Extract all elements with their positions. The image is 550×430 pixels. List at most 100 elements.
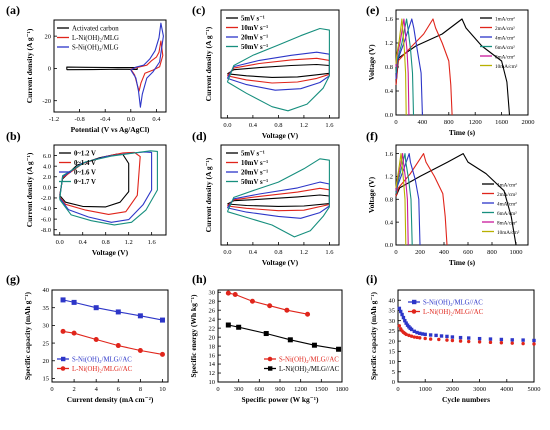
legend-label: S-Ni(OH)₂/MLG//AC	[72, 356, 132, 363]
series-line	[395, 18, 453, 116]
data-point	[71, 299, 77, 305]
x-tick-label: 900	[275, 386, 285, 393]
legend-label: S-Ni(OH)₂/MLG//AC	[279, 356, 339, 363]
series-line	[395, 153, 517, 246]
data-point	[418, 331, 422, 336]
x-tick-label: 300	[234, 386, 244, 393]
data-point	[93, 305, 99, 311]
data-point	[477, 340, 482, 344]
data-point	[399, 309, 403, 314]
data-point	[263, 331, 269, 337]
panel-b: (b) 0.0 0.4 0.8 1.2 1.6 -8.0 -6.0 -4.0 -2.0 0.0 2.0…	[6, 129, 167, 257]
y-tick-label: 14	[209, 361, 216, 368]
x-tick-label: 10	[159, 386, 166, 393]
data-point	[412, 329, 417, 333]
x-tick-label: 0	[394, 249, 397, 256]
y-tick-label: 0.8	[385, 64, 393, 71]
data-point	[477, 336, 482, 341]
x-axis-label: Potential (V vs Ag/AgCl)	[71, 125, 150, 134]
data-point	[115, 309, 121, 315]
x-tick-label: 1500	[315, 386, 328, 393]
legend-label: 8mA/cm²	[495, 54, 515, 60]
x-axis-label: Voltage (V)	[262, 258, 299, 267]
legend-label: 20mV s⁻¹	[241, 169, 268, 176]
x-tick-label: 800	[487, 249, 497, 256]
legend-label: 0~1.7 V	[74, 179, 96, 186]
legend-label: 1mA/cm²	[495, 16, 515, 22]
x-tick-label: 0.0	[127, 116, 135, 123]
data-point	[434, 333, 438, 338]
x-axis-label: Time (s)	[449, 258, 476, 267]
y-tick-label: 18	[209, 343, 216, 350]
y-tick-label: 25	[43, 340, 50, 347]
x-tick-label: 1800	[336, 386, 349, 393]
series-line	[395, 18, 410, 116]
y-tick-label: 0.4	[385, 88, 394, 95]
legend-label: 0~1.6 V	[74, 169, 96, 176]
data-point	[159, 351, 165, 357]
x-tick-label: 1000	[510, 249, 523, 256]
data-point	[423, 332, 427, 337]
legend-label: 10mV s⁻¹	[241, 25, 268, 32]
y-axis-label: Specific energy (Wh kg⁻¹)	[189, 294, 198, 378]
data-point	[439, 334, 444, 338]
panel-h: (h) 0 300 600 900 1200 1500 1800 10 12 14 16 18 20 22 2…	[189, 272, 349, 404]
data-point	[267, 303, 273, 309]
y-tick-label: 40	[43, 287, 50, 294]
series-line	[395, 18, 423, 116]
data-point	[93, 337, 99, 343]
legend-label: 10mA/cm²	[497, 230, 520, 236]
legend-label: 8mA/cm²	[497, 220, 517, 226]
x-tick-label: 600	[254, 386, 264, 393]
panel-label: (a)	[6, 3, 20, 17]
y-tick-label: 6.0	[43, 153, 51, 160]
legend: Activated carbon L-Ni(OH)₂/MLG S-Ni(OH)₂/M…	[57, 25, 119, 51]
series-line	[226, 27, 330, 112]
y-tick-label: 1.6	[385, 16, 394, 23]
y-tick-label: 0.0	[385, 242, 393, 249]
data-point	[305, 311, 311, 317]
legend-label: 10mV s⁻¹	[241, 160, 268, 167]
data-point	[510, 341, 514, 345]
data-point	[423, 336, 427, 341]
y-tick-label: 15	[43, 376, 50, 383]
data-point	[225, 322, 231, 328]
series-line	[227, 187, 330, 212]
data-point	[409, 327, 414, 332]
data-point	[445, 338, 449, 342]
y-tick-label: -6.0	[41, 216, 51, 223]
y-tick-label: 16	[209, 352, 216, 359]
data-point	[311, 342, 317, 348]
x-tick-label: 0.8	[102, 239, 110, 246]
legend-label: 4mA/cm²	[495, 35, 515, 41]
data-point	[400, 312, 404, 317]
y-axis-label: Specific capacity (mAh g⁻¹)	[369, 291, 378, 380]
x-axis-label: Voltage (V)	[92, 248, 129, 257]
panel-label: (h)	[192, 272, 207, 286]
y-axis-label: Voltage (V)	[367, 44, 376, 81]
series-line	[62, 299, 163, 321]
panel-label: (d)	[192, 129, 207, 143]
panel-label: (g)	[6, 272, 20, 286]
y-tick-label: 12	[209, 370, 216, 377]
legend: 0~1.2 V 0~1.4 V 0~1.6 V 0~1.7 V	[59, 150, 96, 186]
x-tick-label: 0.4	[249, 122, 258, 129]
legend-label: 0~1.4 V	[74, 160, 96, 167]
x-tick-label: 0.8	[274, 249, 282, 256]
x-tick-label: 4	[95, 386, 99, 393]
x-tick-label: 1.6	[325, 249, 334, 256]
data-point	[71, 330, 77, 336]
panel-d: (d) 0.0 0.4 0.8 1.2 1.6 Voltage (V) Current den…	[192, 129, 340, 267]
series-line	[395, 18, 415, 116]
x-axis-label: Time (s)	[449, 128, 476, 137]
y-tick-label: 0.4	[385, 219, 394, 226]
y-tick-label: 35	[389, 308, 396, 315]
data-point	[412, 335, 417, 339]
panel-label: (c)	[192, 3, 205, 17]
data-point	[287, 337, 293, 343]
x-tick-label: 3000	[473, 386, 486, 393]
y-tick-label: 20	[209, 334, 216, 341]
y-tick-label: -4.0	[41, 206, 51, 213]
data-point	[397, 306, 402, 311]
